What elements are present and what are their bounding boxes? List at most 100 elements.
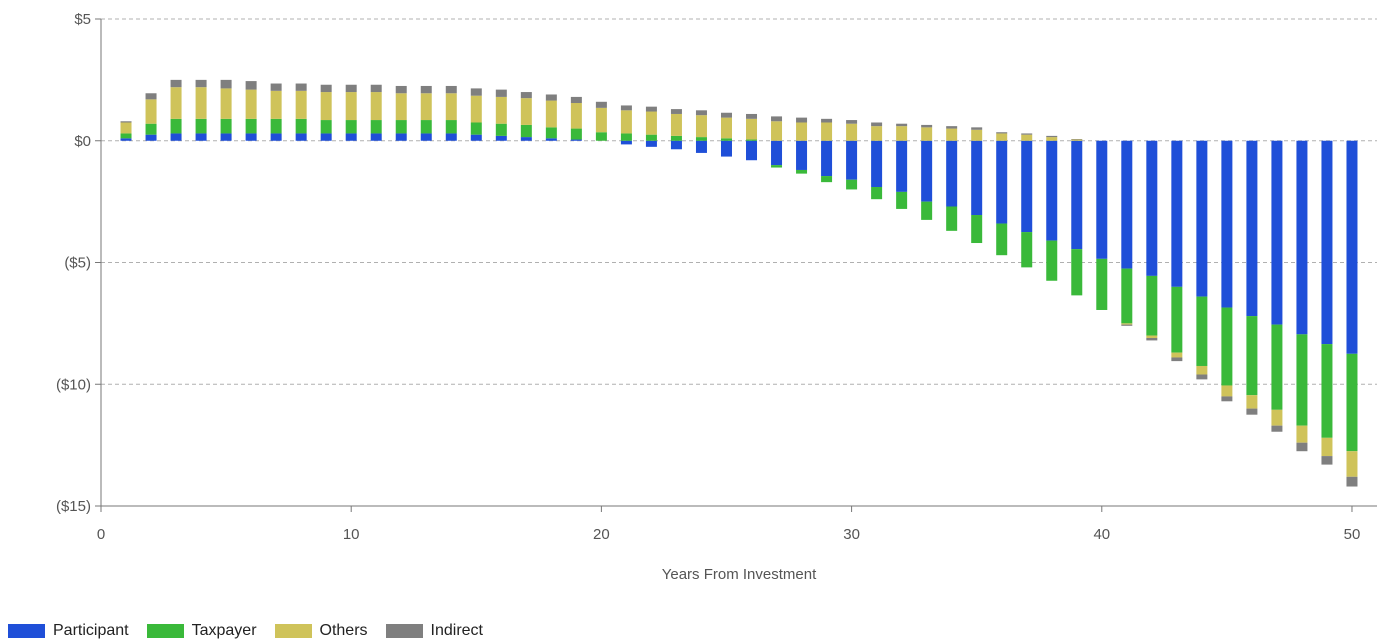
bar-indirect-year-12 xyxy=(395,85,407,94)
bar-taxpayer-year-27 xyxy=(771,165,783,168)
bar-others-year-19 xyxy=(570,103,582,129)
bar-taxpayer-year-4 xyxy=(195,118,207,134)
bar-indirect-year-43 xyxy=(1171,357,1183,362)
bar-taxpayer-year-3 xyxy=(170,118,182,134)
bar-indirect-year-27 xyxy=(771,116,783,122)
bar-participant-year-34 xyxy=(946,140,958,207)
bar-participant-year-40 xyxy=(1096,140,1108,259)
bar-indirect-year-2 xyxy=(145,93,157,100)
bar-others-year-10 xyxy=(345,92,357,121)
bar-others-year-15 xyxy=(470,95,482,123)
bar-others-year-17 xyxy=(520,98,532,125)
bar-indirect-year-39 xyxy=(1071,139,1083,140)
bar-indirect-year-14 xyxy=(445,85,457,94)
bar-taxpayer-year-46 xyxy=(1246,316,1258,396)
bar-others-year-35 xyxy=(971,129,983,141)
bar-participant-year-30 xyxy=(846,140,858,180)
bar-participant-year-23 xyxy=(670,140,682,150)
bar-participant-year-42 xyxy=(1146,140,1158,276)
bar-indirect-year-9 xyxy=(320,84,332,93)
bar-participant-year-10 xyxy=(345,133,357,141)
legend-swatch xyxy=(146,624,184,638)
bar-others-year-27 xyxy=(771,121,783,141)
y-tick-label: ($15) xyxy=(56,498,91,515)
bar-indirect-year-46 xyxy=(1246,408,1258,415)
bar-others-year-46 xyxy=(1246,395,1258,409)
bar-indirect-year-38 xyxy=(1046,135,1058,138)
bar-others-year-6 xyxy=(245,89,257,119)
bar-others-year-16 xyxy=(495,96,507,124)
bar-participant-year-7 xyxy=(270,133,282,141)
bar-others-year-36 xyxy=(996,133,1008,141)
x-tick-label: 0 xyxy=(97,526,105,543)
bar-others-year-1 xyxy=(120,122,132,134)
bar-others-year-23 xyxy=(670,113,682,136)
x-tick-label: 20 xyxy=(593,526,610,543)
bar-others-year-18 xyxy=(545,100,557,128)
bar-taxpayer-year-40 xyxy=(1096,258,1108,310)
bar-taxpayer-year-43 xyxy=(1171,286,1183,353)
bar-participant-year-22 xyxy=(645,140,657,147)
y-tick-label: ($10) xyxy=(56,376,91,393)
bar-indirect-year-22 xyxy=(645,106,657,112)
bar-taxpayer-year-5 xyxy=(220,118,232,134)
x-tick-label: 40 xyxy=(1093,526,1110,543)
bar-others-year-21 xyxy=(620,110,632,134)
bar-indirect-year-41 xyxy=(1121,324,1133,326)
bar-participant-year-26 xyxy=(746,140,758,161)
bar-others-year-39 xyxy=(1071,139,1083,141)
bar-indirect-year-32 xyxy=(896,123,908,127)
bar-indirect-year-11 xyxy=(370,84,382,93)
bar-indirect-year-26 xyxy=(746,113,758,119)
bar-taxpayer-year-34 xyxy=(946,206,958,231)
bar-indirect-year-18 xyxy=(545,94,557,101)
bar-indirect-year-44 xyxy=(1196,374,1208,380)
bar-indirect-year-1 xyxy=(120,121,132,123)
bar-others-year-8 xyxy=(295,90,307,119)
bar-participant-year-15 xyxy=(470,134,482,141)
bar-participant-year-21 xyxy=(620,140,632,145)
bar-others-year-28 xyxy=(796,122,808,141)
bar-others-year-33 xyxy=(921,127,933,141)
bar-others-year-3 xyxy=(170,87,182,119)
legend-label: Taxpayer xyxy=(191,622,257,639)
bar-taxpayer-year-42 xyxy=(1146,275,1158,336)
bar-taxpayer-year-2 xyxy=(145,123,157,135)
bar-indirect-year-5 xyxy=(220,79,232,89)
bar-taxpayer-year-7 xyxy=(270,118,282,134)
bar-participant-year-32 xyxy=(896,140,908,192)
bar-participant-year-14 xyxy=(445,133,457,141)
bar-participant-year-6 xyxy=(245,133,257,141)
bar-indirect-year-31 xyxy=(871,122,883,127)
legend: Participant Taxpayer Others Indirect xyxy=(8,620,501,642)
bar-others-year-29 xyxy=(821,122,833,141)
bar-indirect-year-21 xyxy=(620,105,632,111)
tick-labels: $5 $0 ($5) ($10) ($15) 0 10 20 30 40 50 xyxy=(56,11,1360,543)
bar-indirect-year-3 xyxy=(170,79,182,88)
bar-participant-year-38 xyxy=(1046,140,1058,241)
bar-indirect-year-47 xyxy=(1271,425,1283,432)
bar-participant-year-46 xyxy=(1246,140,1258,317)
bar-taxpayer-year-31 xyxy=(871,187,883,200)
bar-participant-year-50 xyxy=(1346,140,1358,354)
bar-indirect-year-13 xyxy=(420,85,432,94)
bar-participant-year-19 xyxy=(570,139,582,141)
bar-participant-year-45 xyxy=(1221,140,1233,308)
bar-participant-year-33 xyxy=(921,140,933,202)
bar-indirect-year-6 xyxy=(245,81,257,90)
bar-indirect-year-28 xyxy=(796,117,808,123)
bar-others-year-34 xyxy=(946,128,958,141)
bar-indirect-year-8 xyxy=(295,83,307,91)
bar-others-year-41 xyxy=(1121,323,1133,325)
bar-others-year-44 xyxy=(1196,365,1208,375)
bar-others-year-7 xyxy=(270,90,282,119)
bar-participant-year-29 xyxy=(821,140,833,177)
bar-participant-year-28 xyxy=(796,140,808,170)
legend-swatch xyxy=(8,624,45,638)
legend-item-indirect: Indirect xyxy=(385,622,483,640)
bar-taxpayer-year-16 xyxy=(495,123,507,136)
legend-label: Participant xyxy=(53,622,129,639)
bar-taxpayer-year-33 xyxy=(921,201,933,220)
x-tick-label: 30 xyxy=(843,526,860,543)
bar-others-year-24 xyxy=(695,115,707,138)
